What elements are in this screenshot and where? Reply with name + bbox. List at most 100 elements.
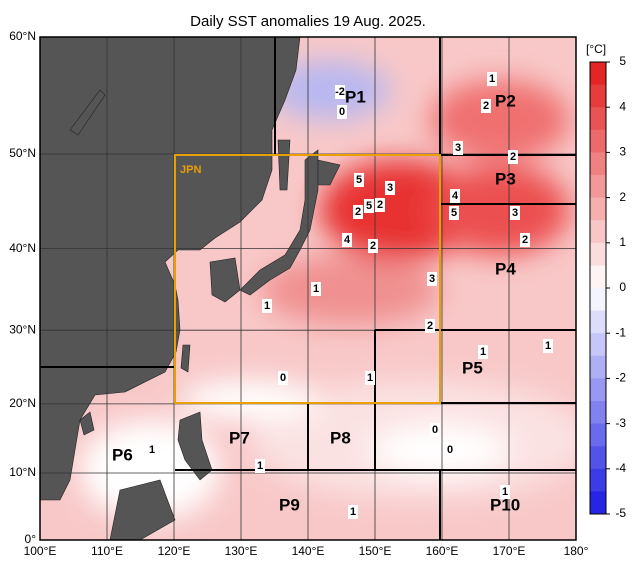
contour-label: 5 xyxy=(356,174,362,186)
region-label: P1 xyxy=(345,87,366,106)
contour-label-bg xyxy=(364,199,374,213)
contour-label: 3 xyxy=(455,142,461,154)
colorbar-cell xyxy=(590,401,606,425)
region-label: P4 xyxy=(495,259,516,278)
region-label: P2 xyxy=(495,91,516,110)
contour-label-bg xyxy=(508,150,518,164)
lon-label: 140°E xyxy=(292,544,325,558)
lat-label: 30°N xyxy=(9,322,36,336)
colorbar-cell xyxy=(590,310,606,334)
colorbar-cell xyxy=(590,333,606,357)
contour-label-bg xyxy=(337,105,347,119)
colorbar-cell xyxy=(590,288,606,312)
contour-label: 1 xyxy=(264,300,270,312)
contour-label: 1 xyxy=(313,283,319,295)
lon-label: 130°E xyxy=(225,544,258,558)
contour-label: 1 xyxy=(502,486,508,498)
lon-label: 150°E xyxy=(359,544,392,558)
contour-label: 2 xyxy=(522,234,528,246)
contour-label-bg xyxy=(353,205,363,219)
contour-label-bg xyxy=(375,198,385,212)
colorbar-cell xyxy=(590,265,606,289)
contour-label-bg xyxy=(487,72,497,86)
contour-label: 4 xyxy=(344,234,351,246)
contour-label: 1 xyxy=(257,460,263,472)
colorbar-cell xyxy=(590,446,606,470)
colorbar-tick-label: -2 xyxy=(615,371,626,385)
contour-label: 3 xyxy=(512,207,518,219)
colorbar-cell xyxy=(590,197,606,221)
region-label: P10 xyxy=(490,495,520,514)
jpn-box xyxy=(174,154,441,404)
lat-label: 0° xyxy=(25,532,37,546)
contour-label: 1 xyxy=(350,506,356,518)
lat-label: 60°N xyxy=(9,29,36,43)
contour-label: 3 xyxy=(429,273,435,285)
contour-label-bg xyxy=(335,85,345,99)
colorbar-tick-label: -1 xyxy=(615,325,626,339)
contour-label: 2 xyxy=(510,151,516,163)
contour-label-bg xyxy=(365,371,375,385)
contour-label-bg xyxy=(368,239,378,253)
region-label: P7 xyxy=(229,428,250,447)
contour-label-bg xyxy=(425,319,435,333)
colorbar-tick-label: 4 xyxy=(619,99,626,113)
contour-label-bg xyxy=(453,141,463,155)
colorbar-tick-label: -5 xyxy=(615,506,626,520)
contour-label-bg xyxy=(348,505,358,519)
lat-label: 10°N xyxy=(9,465,36,479)
contour-label-bg xyxy=(520,233,530,247)
lon-label: 170°E xyxy=(493,544,526,558)
lon-label: 180° xyxy=(564,544,589,558)
lat-label: 40°N xyxy=(9,241,36,255)
contour-label: 2 xyxy=(370,240,376,252)
contour-label-bg xyxy=(450,189,460,203)
colorbar-cell xyxy=(590,152,606,176)
contour-label: 2 xyxy=(355,206,361,218)
contour-label: 1 xyxy=(367,372,373,384)
contour-label: -2 xyxy=(335,86,345,98)
contour-label: 3 xyxy=(387,182,393,194)
contour-label-bg xyxy=(449,206,459,220)
lon-label: 100°E xyxy=(24,544,57,558)
contour-label-bg xyxy=(445,443,455,457)
contour-label: 0 xyxy=(447,444,453,456)
colorbar-tick-label: 2 xyxy=(619,190,626,204)
colorbar-tick-label: 1 xyxy=(619,235,626,249)
colorbar-tick-label: -4 xyxy=(615,461,626,475)
colorbar-cell xyxy=(590,468,606,492)
colorbar-cell xyxy=(590,107,606,131)
contour-label-bg xyxy=(147,443,157,457)
contour-label-bg xyxy=(262,299,272,313)
contour-label-bg xyxy=(385,181,395,195)
contour-label: 4 xyxy=(452,190,459,202)
colorbar: [°C] 5 4 3 2 1 0 -1 -2 -3 -4 -5 xyxy=(586,42,626,520)
lat-label: 50°N xyxy=(9,146,36,160)
lon-label: 120°E xyxy=(158,544,191,558)
contour-label: 1 xyxy=(489,73,495,85)
contour-label: 5 xyxy=(366,200,372,212)
region-label: P6 xyxy=(112,445,133,464)
contour-label-bg xyxy=(500,485,510,499)
region-label: P9 xyxy=(279,495,300,514)
contour-label-bg xyxy=(543,339,553,353)
region-label: P8 xyxy=(330,428,351,447)
colorbar-tick-label: 0 xyxy=(619,280,626,294)
colorbar-cell xyxy=(590,129,606,153)
contour-label: 0 xyxy=(432,424,438,436)
colorbar-cell xyxy=(590,242,606,266)
contour-label-bg xyxy=(342,233,352,247)
contour-label: 0 xyxy=(280,372,286,384)
contour-label: 5 xyxy=(451,207,457,219)
contour-label-bg xyxy=(430,423,440,437)
colorbar-tick-label: 3 xyxy=(619,145,626,159)
colorbar-tick-label: 5 xyxy=(619,54,626,68)
colorbar-cell xyxy=(590,175,606,199)
contour-label: 1 xyxy=(545,340,551,352)
contour-label: 1 xyxy=(480,346,486,358)
contour-label: 0 xyxy=(339,106,345,118)
contour-label-bg xyxy=(478,345,488,359)
region-label: P5 xyxy=(462,358,483,377)
